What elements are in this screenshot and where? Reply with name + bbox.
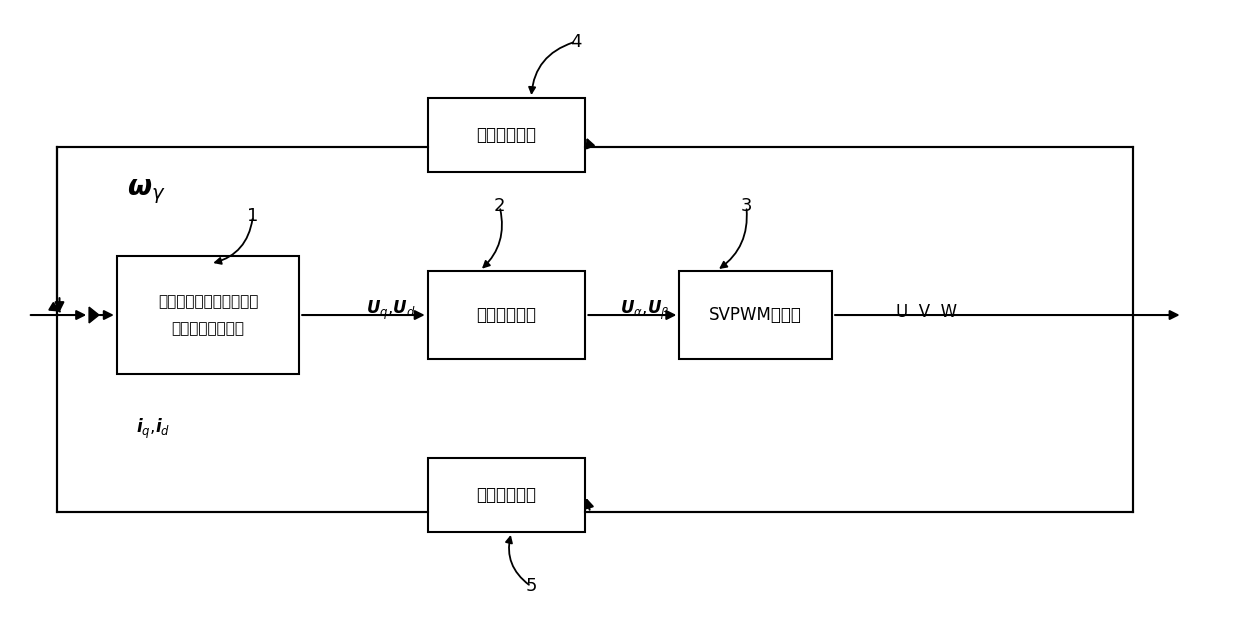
Text: 3: 3 <box>740 197 753 216</box>
Text: SVPWM逃变器: SVPWM逃变器 <box>709 306 802 324</box>
Bar <box>680 271 832 359</box>
Bar <box>428 271 585 359</box>
Text: 5: 5 <box>526 578 537 595</box>
Text: $\boldsymbol{\omega}_{\gamma}$: $\boldsymbol{\omega}_{\gamma}$ <box>126 178 165 206</box>
Text: 转速检测单元: 转速检测单元 <box>476 126 537 144</box>
Bar <box>428 458 585 532</box>
Text: 坐标变换单元: 坐标变换单元 <box>476 306 537 324</box>
Text: 1: 1 <box>247 207 259 225</box>
Text: 糊有限时间控制器: 糊有限时间控制器 <box>171 321 244 337</box>
Bar <box>57 147 1133 512</box>
Text: 电流检测单元: 电流检测单元 <box>476 486 537 504</box>
Text: $\boldsymbol{i}_{q}$,$\boldsymbol{i}_{d}$: $\boldsymbol{i}_{q}$,$\boldsymbol{i}_{d}… <box>136 417 171 441</box>
Text: 4: 4 <box>570 33 582 51</box>
Text: $\boldsymbol{U}_{\alpha}$,$\boldsymbol{U}_{\beta}$: $\boldsymbol{U}_{\alpha}$,$\boldsymbol{U… <box>620 299 670 321</box>
Text: U  V  W: U V W <box>897 303 957 321</box>
Text: $\boldsymbol{U}_{q}$,$\boldsymbol{U}_{d}$: $\boldsymbol{U}_{q}$,$\boldsymbol{U}_{d}… <box>366 299 417 321</box>
Text: 永磁同步电机命令滤波模: 永磁同步电机命令滤波模 <box>157 294 258 309</box>
Text: 2: 2 <box>494 197 506 216</box>
Bar <box>117 256 299 374</box>
Polygon shape <box>89 307 99 323</box>
Bar <box>428 98 585 172</box>
